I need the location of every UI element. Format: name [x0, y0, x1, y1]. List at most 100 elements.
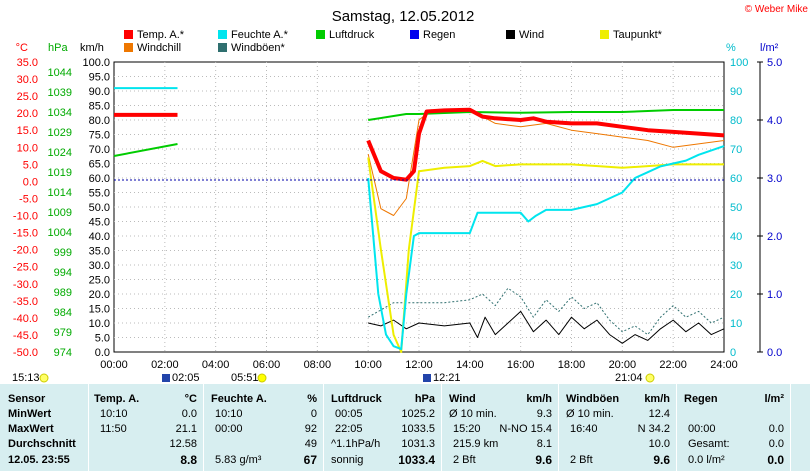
press-tick-label: 1034 — [48, 107, 72, 119]
rain-axis-header: l/m² — [760, 42, 779, 54]
legend-label: Feuchte A.* — [231, 29, 289, 41]
press-trend-val: 1031.3 — [401, 437, 435, 452]
wind-tick-label: 45.0 — [89, 217, 110, 229]
wind-tick-label: 20.0 — [89, 289, 110, 301]
wind-max-dir: N-NO 15.4 — [499, 422, 552, 437]
rain-tick-label: 4.0 — [767, 115, 782, 127]
legend-label: Wind — [519, 29, 544, 41]
wind-tick-label: 65.0 — [89, 159, 110, 171]
rain-now: 0.0 — [767, 453, 784, 468]
gust-unit: km/h — [644, 392, 670, 407]
press-tick-label: 1039 — [48, 87, 72, 99]
press-now-extra: sonnig — [331, 453, 363, 468]
temp-now: 8.8 — [180, 453, 197, 468]
x-tick-label: 06:00 — [253, 359, 281, 371]
pct-axis-header: % — [726, 42, 736, 54]
temp-tick-label: -25.0 — [13, 262, 38, 274]
x-tick-label: 08:00 — [304, 359, 332, 371]
press-min-time: 00:05 — [335, 407, 363, 422]
humidity-column: Feuchte A.% 10:10 0 00:00 92 49 5.83 g/m³ 6… — [203, 384, 324, 471]
gust-header: Windböen — [566, 392, 619, 407]
legend-swatch — [506, 30, 515, 39]
pct-tick-label: 70 — [730, 144, 742, 156]
legend-label: Windböen* — [231, 42, 286, 54]
x-tick-label: 16:00 — [507, 359, 535, 371]
rain-tick-label: 1.0 — [767, 289, 782, 301]
press-tick-label: 1024 — [48, 147, 72, 159]
wind-tick-label: 5.0 — [95, 333, 110, 345]
wind-tick-label: 10.0 — [89, 318, 110, 330]
sun-moon-markers: 15:13 02:05 05:51 12:21 21:04 — [12, 372, 654, 384]
pct-tick-label: 50 — [730, 202, 742, 214]
sunrise-time: 05:51 — [231, 372, 259, 384]
temp-min-val: 0.0 — [182, 407, 197, 422]
press-tick-label: 979 — [54, 327, 72, 339]
sensor-row-max: MaxWert — [8, 422, 54, 437]
pct-tick-label: 80 — [730, 115, 742, 127]
wind-unit: km/h — [526, 392, 552, 407]
wind-tick-label: 30.0 — [89, 260, 110, 272]
temp-header: Temp. A. — [94, 392, 139, 407]
temp-tick-label: -30.0 — [13, 279, 38, 291]
hum-min-val: 0 — [311, 407, 317, 422]
hum-header: Feuchte A. — [211, 392, 267, 407]
temp-tick-label: -5.0 — [19, 193, 38, 205]
wind-avg-label: Ø 10 min. — [449, 407, 497, 422]
temp-unit: °C — [185, 392, 197, 407]
temp-tick-label: 35.0 — [17, 57, 38, 69]
pct-tick-label: 30 — [730, 260, 742, 272]
press-min-val: 1025.2 — [401, 407, 435, 422]
wind-tick-label: 0.0 — [95, 347, 110, 359]
rain-tick-label: 3.0 — [767, 173, 782, 185]
temp-max-time: 11:50 — [100, 422, 127, 437]
rain-time: 00:00 — [688, 422, 716, 437]
press-tick-label: 1044 — [48, 67, 72, 79]
rain-unit: l/m² — [764, 392, 784, 407]
sensor-column: Sensor MinWert MaxWert Durchschnitt 12.0… — [0, 384, 89, 471]
gust-avg2: 10.0 — [649, 437, 670, 452]
wind-avg2: 8.1 — [537, 437, 552, 452]
temp-tick-label: 30.0 — [17, 74, 38, 86]
pct-tick-label: 90 — [730, 86, 742, 98]
hum-now: 67 — [304, 453, 317, 468]
x-tick-label: 10:00 — [354, 359, 382, 371]
wind-tick-label: 60.0 — [89, 173, 110, 185]
temp-tick-label: -40.0 — [13, 313, 38, 325]
legend-label: Temp. A.* — [137, 29, 185, 41]
hum-avg: 49 — [305, 437, 317, 452]
hum-max-time: 00:00 — [215, 422, 243, 437]
rain-now-extra: 0.0 l/m² — [688, 453, 725, 468]
legend-swatch — [218, 30, 227, 39]
press-axis-header: hPa — [48, 42, 68, 54]
temp-tick-label: -45.0 — [13, 330, 38, 342]
press-now: 1033.4 — [398, 453, 435, 468]
temp-axis-header: °C — [16, 42, 28, 54]
temp-tick-label: -35.0 — [13, 296, 38, 308]
x-tick-label: 24:00 — [710, 359, 738, 371]
pct-tick-label: 10 — [730, 318, 742, 330]
temp-min-time: 10:10 — [100, 407, 128, 422]
gust-bft: 2 Bft — [570, 453, 593, 468]
rain-column: Regen l/m² 00:00 0.0 Gesamt: 0.0 0.0 l/m² 0.… — [676, 384, 791, 471]
legend-swatch — [218, 43, 227, 52]
gust-avg-val: 12.4 — [649, 407, 670, 422]
weather-chart: Samstag, 12.05.2012 © Weber Mike Temp. A… — [0, 0, 810, 384]
x-tick-label: 20:00 — [609, 359, 637, 371]
sunset-time: 21:04 — [615, 372, 643, 384]
press-tick-label: 984 — [54, 307, 72, 319]
wind-max-time: 15:20 — [453, 422, 481, 437]
wind-tick-label: 35.0 — [89, 246, 110, 258]
temp-tick-label: 0.0 — [23, 176, 38, 188]
rain-tick-label: 5.0 — [767, 57, 782, 69]
temp-tick-label: -10.0 — [13, 211, 38, 223]
pct-tick-label: 60 — [730, 173, 742, 185]
temp-tick-label: 25.0 — [17, 91, 38, 103]
temp-avg: 12.58 — [169, 437, 197, 452]
hum-unit: % — [307, 392, 317, 407]
temp-column: Temp. A. °C 10:10 0.0 11:50 21.1 12.58 8.8 — [88, 384, 204, 471]
wind-tick-label: 75.0 — [89, 130, 110, 142]
legend-swatch — [124, 43, 133, 52]
press-max-val: 1033.5 — [401, 422, 435, 437]
temp-tick-label: -50.0 — [13, 347, 38, 359]
legend-label: Regen — [423, 29, 455, 41]
